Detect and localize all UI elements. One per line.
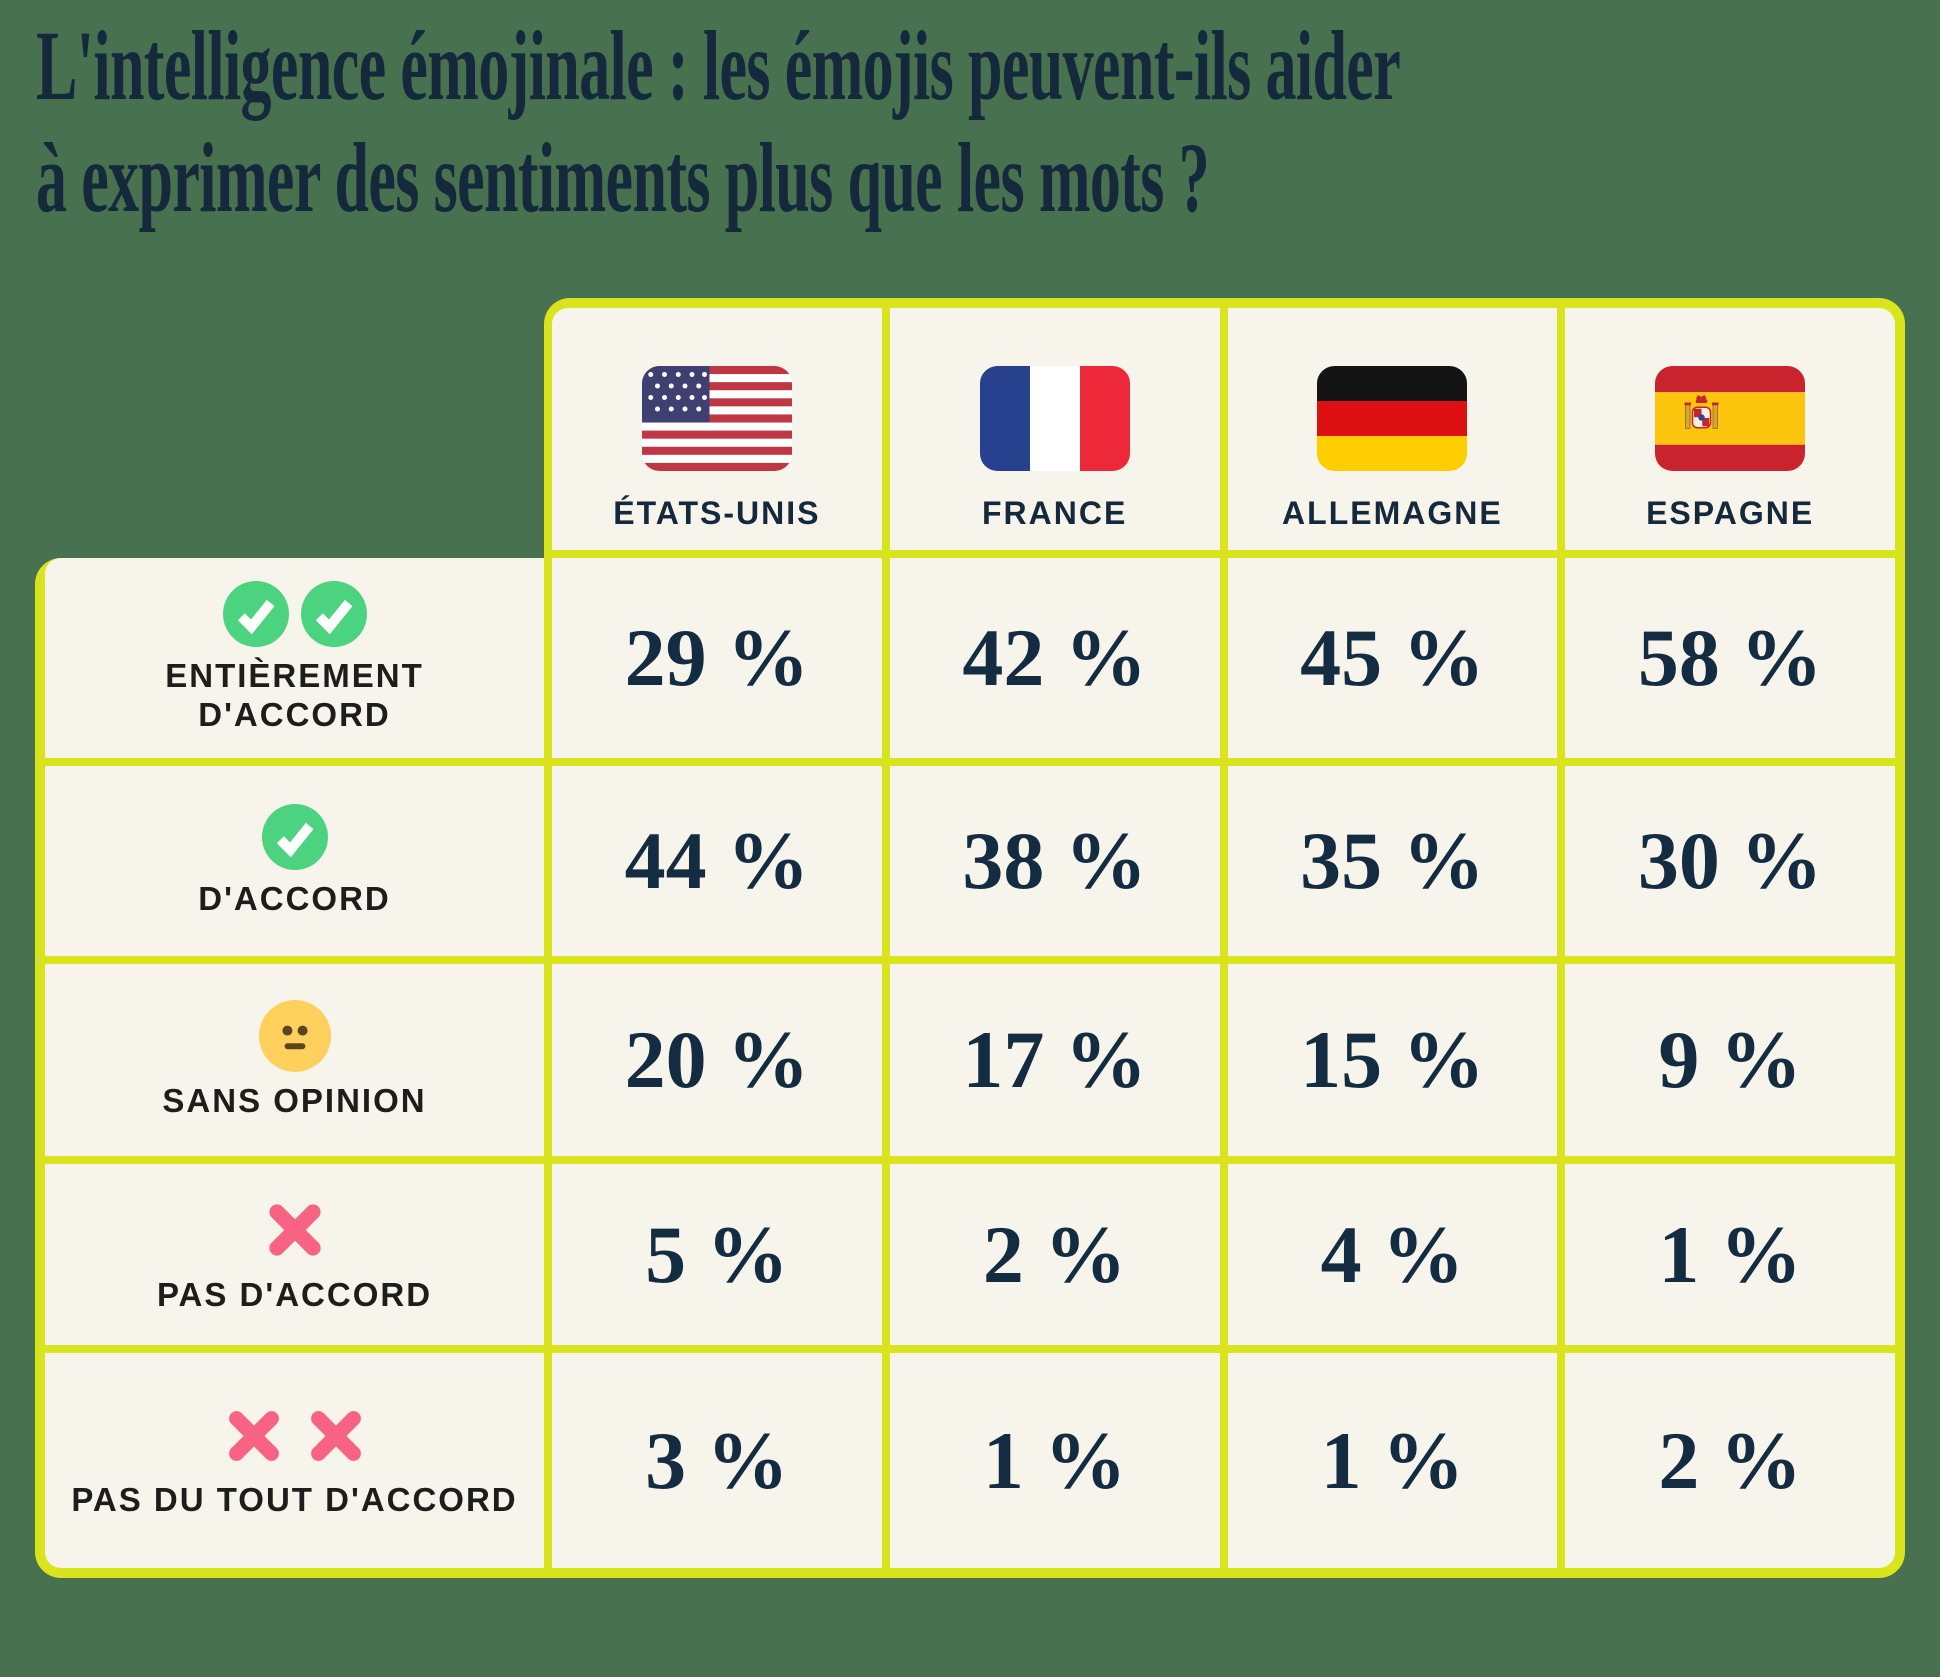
value-cell-es-r2: 30 % bbox=[1565, 766, 1895, 956]
percent-value: 38 % bbox=[962, 815, 1147, 906]
value-cell-de-r2: 35 % bbox=[1227, 766, 1558, 956]
title-line-1: L'intelligence émojinale : les émojis pe… bbox=[36, 10, 1401, 121]
percent-value: 42 % bbox=[962, 612, 1147, 703]
value-cell-de-r4: 4 % bbox=[1227, 1164, 1558, 1345]
spain-flag-icon bbox=[1655, 366, 1806, 471]
row-header-daccord: D'ACCORD bbox=[45, 766, 544, 956]
value-cell-fr-r4: 2 % bbox=[889, 1164, 1220, 1345]
germany-flag-icon bbox=[1317, 366, 1468, 471]
double-cross-icon bbox=[219, 1401, 371, 1471]
value-cell-us-r5: 3 % bbox=[552, 1353, 882, 1568]
percent-value: 2 % bbox=[1658, 1414, 1802, 1506]
value-cell-es-r5: 2 % bbox=[1565, 1353, 1895, 1568]
row-label: SANS OPINION bbox=[162, 1081, 427, 1119]
double-check-icon bbox=[222, 581, 367, 648]
row-header-pas-du-tout-daccord: PAS DU TOUT D'ACCORD bbox=[45, 1353, 544, 1568]
value-cell-es-r3: 9 % bbox=[1565, 964, 1895, 1156]
column-label: ALLEMAGNE bbox=[1282, 495, 1503, 531]
percent-value: 44 % bbox=[624, 815, 810, 906]
value-cell-us-r4: 5 % bbox=[552, 1164, 882, 1345]
value-cell-fr-r2: 38 % bbox=[889, 766, 1220, 956]
percent-value: 1 % bbox=[1320, 1414, 1465, 1506]
corner-spacer bbox=[45, 308, 544, 550]
value-cell-de-r1: 45 % bbox=[1227, 558, 1558, 758]
column-label: ESPAGNE bbox=[1646, 495, 1815, 531]
value-cell-fr-r3: 17 % bbox=[889, 964, 1220, 1156]
percent-value: 4 % bbox=[1320, 1208, 1465, 1300]
percent-value: 58 % bbox=[1637, 612, 1823, 703]
percent-value: 5 % bbox=[645, 1208, 789, 1300]
value-cell-us-r3: 20 % bbox=[552, 964, 882, 1156]
column-header-etats-unis: ÉTATS-UNIS bbox=[552, 308, 882, 550]
neutral-face-icon bbox=[258, 999, 331, 1072]
percent-value: 20 % bbox=[624, 1014, 810, 1105]
column-label: FRANCE bbox=[981, 495, 1128, 531]
percent-value: 35 % bbox=[1300, 815, 1485, 906]
row-label: PAS D'ACCORD bbox=[156, 1276, 433, 1314]
column-header-france: FRANCE bbox=[889, 308, 1220, 550]
page-title: L'intelligence émojinale : les émojis pe… bbox=[36, 10, 1940, 234]
column-label: ÉTATS-UNIS bbox=[613, 495, 821, 531]
percent-value: 45 % bbox=[1300, 612, 1485, 703]
value-cell-es-r1: 58 % bbox=[1565, 558, 1895, 758]
row-header-sans-opinion: SANS OPINION bbox=[45, 964, 544, 1156]
check-icon bbox=[261, 803, 328, 870]
value-cell-fr-r5: 1 % bbox=[889, 1353, 1220, 1568]
value-cell-fr-r1: 42 % bbox=[889, 558, 1220, 758]
cross-icon bbox=[259, 1194, 331, 1266]
value-cell-de-r3: 15 % bbox=[1227, 964, 1558, 1156]
france-flag-icon bbox=[979, 366, 1130, 471]
value-cell-de-r5: 1 % bbox=[1227, 1353, 1558, 1568]
value-cell-es-r4: 1 % bbox=[1565, 1164, 1895, 1345]
percent-value: 3 % bbox=[645, 1414, 789, 1506]
percent-value: 2 % bbox=[982, 1208, 1127, 1300]
percent-value: 15 % bbox=[1300, 1014, 1485, 1105]
percent-value: 30 % bbox=[1637, 815, 1823, 906]
percent-value: 17 % bbox=[962, 1014, 1147, 1105]
percent-value: 1 % bbox=[1658, 1208, 1802, 1300]
row-label: PAS DU TOUT D'ACCORD bbox=[71, 1481, 518, 1519]
percent-value: 1 % bbox=[982, 1414, 1127, 1506]
value-cell-us-r2: 44 % bbox=[552, 766, 882, 956]
row-header-entierement-daccord: ENTIÈREMENT D'ACCORD bbox=[45, 558, 544, 758]
percent-value: 9 % bbox=[1658, 1014, 1802, 1105]
value-cell-us-r1: 29 % bbox=[552, 558, 882, 758]
column-header-espagne: ESPAGNE bbox=[1565, 308, 1895, 550]
survey-table: ÉTATS-UNIS FRANCE bbox=[35, 298, 1905, 1578]
row-label: D'ACCORD bbox=[198, 879, 391, 917]
row-label: ENTIÈREMENT D'ACCORD bbox=[165, 657, 424, 733]
title-line-2: à exprimer des sentiments plus que les m… bbox=[36, 122, 1210, 233]
us-flag-icon bbox=[641, 366, 792, 471]
column-header-allemagne: ALLEMAGNE bbox=[1227, 308, 1558, 550]
row-header-pas-daccord: PAS D'ACCORD bbox=[45, 1164, 544, 1345]
percent-value: 29 % bbox=[624, 612, 810, 703]
